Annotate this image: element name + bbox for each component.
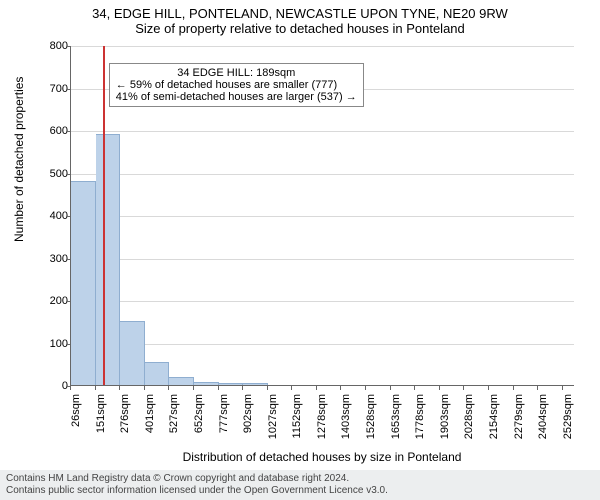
x-tick-mark <box>70 386 71 390</box>
footer: Contains HM Land Registry data © Crown c… <box>0 470 600 500</box>
x-tick-mark <box>365 386 366 390</box>
x-tick-mark <box>340 386 341 390</box>
annotation-line-3: 41% of semi-detached houses are larger (… <box>116 91 357 103</box>
gridline-h <box>71 259 574 260</box>
y-tick-mark <box>66 131 70 132</box>
gridline-h <box>71 216 574 217</box>
x-tick-mark <box>291 386 292 390</box>
annotation-box: 34 EDGE HILL: 189sqm ← 59% of detached h… <box>109 63 364 107</box>
x-tick-mark <box>218 386 219 390</box>
y-tick-mark <box>66 216 70 217</box>
x-tick-label: 2028sqm <box>463 394 475 444</box>
x-tick-label: 26sqm <box>70 394 82 444</box>
x-tick-mark <box>267 386 268 390</box>
x-tick-mark <box>414 386 415 390</box>
chart-container: Number of detached properties 34 EDGE HI… <box>22 42 582 442</box>
x-tick-mark <box>488 386 489 390</box>
histogram-bar <box>71 181 96 385</box>
y-tick-mark <box>66 46 70 47</box>
x-tick-mark <box>316 386 317 390</box>
x-tick-label: 276sqm <box>119 394 131 444</box>
x-tick-label: 1278sqm <box>316 394 328 444</box>
x-tick-label: 2529sqm <box>562 394 574 444</box>
x-tick-label: 1403sqm <box>340 394 352 444</box>
x-tick-mark <box>562 386 563 390</box>
x-tick-label: 652sqm <box>193 394 205 444</box>
x-tick-label: 2279sqm <box>513 394 525 444</box>
x-tick-label: 401sqm <box>144 394 156 444</box>
histogram-bar <box>194 382 219 385</box>
x-tick-label: 1528sqm <box>365 394 377 444</box>
y-tick-mark <box>66 344 70 345</box>
x-tick-label: 151sqm <box>95 394 107 444</box>
x-tick-label: 1152sqm <box>291 394 303 444</box>
y-tick-mark <box>66 259 70 260</box>
annotation-line-2: ← 59% of detached houses are smaller (77… <box>116 79 357 91</box>
x-tick-mark <box>119 386 120 390</box>
footer-line-2: Contains public sector information licen… <box>6 485 594 497</box>
y-axis-label: Number of detached properties <box>12 77 26 242</box>
gridline-h <box>71 46 574 47</box>
x-tick-mark <box>95 386 96 390</box>
y-tick-label: 600 <box>46 125 68 137</box>
marker-vline <box>103 46 105 385</box>
y-tick-label: 800 <box>46 40 68 52</box>
x-tick-label: 1778sqm <box>414 394 426 444</box>
footer-line-1: Contains HM Land Registry data © Crown c… <box>6 473 594 485</box>
histogram-bar <box>219 383 244 385</box>
x-tick-mark <box>168 386 169 390</box>
y-tick-mark <box>66 301 70 302</box>
y-tick-label: 700 <box>46 83 68 95</box>
gridline-h <box>71 344 574 345</box>
histogram-bar <box>145 362 170 385</box>
y-tick-label: 0 <box>46 380 68 392</box>
y-tick-label: 500 <box>46 168 68 180</box>
x-tick-label: 1653sqm <box>390 394 402 444</box>
y-tick-label: 100 <box>46 338 68 350</box>
x-tick-label: 527sqm <box>168 394 180 444</box>
histogram-bar <box>120 321 145 385</box>
x-tick-mark <box>439 386 440 390</box>
plot-area: 34 EDGE HILL: 189sqm ← 59% of detached h… <box>70 46 574 386</box>
x-tick-label: 2404sqm <box>537 394 549 444</box>
x-tick-mark <box>193 386 194 390</box>
gridline-h <box>71 131 574 132</box>
histogram-bar <box>169 377 194 386</box>
x-tick-mark <box>463 386 464 390</box>
x-tick-mark <box>390 386 391 390</box>
x-tick-mark <box>513 386 514 390</box>
x-tick-mark <box>242 386 243 390</box>
x-tick-mark <box>144 386 145 390</box>
gridline-h <box>71 174 574 175</box>
x-tick-label: 1027sqm <box>267 394 279 444</box>
x-axis-label: Distribution of detached houses by size … <box>70 450 574 464</box>
annotation-line-1: 34 EDGE HILL: 189sqm <box>116 67 357 79</box>
x-tick-mark <box>537 386 538 390</box>
x-tick-label: 1903sqm <box>439 394 451 444</box>
y-tick-label: 400 <box>46 210 68 222</box>
histogram-bar <box>243 383 268 385</box>
title-sub: Size of property relative to detached ho… <box>0 21 600 36</box>
title-main: 34, EDGE HILL, PONTELAND, NEWCASTLE UPON… <box>0 0 600 21</box>
histogram-bar <box>96 134 121 385</box>
y-tick-label: 300 <box>46 253 68 265</box>
x-tick-label: 777sqm <box>218 394 230 444</box>
y-tick-label: 200 <box>46 295 68 307</box>
x-tick-label: 2154sqm <box>488 394 500 444</box>
y-tick-mark <box>66 89 70 90</box>
y-tick-mark <box>66 174 70 175</box>
gridline-h <box>71 301 574 302</box>
x-tick-label: 902sqm <box>242 394 254 444</box>
